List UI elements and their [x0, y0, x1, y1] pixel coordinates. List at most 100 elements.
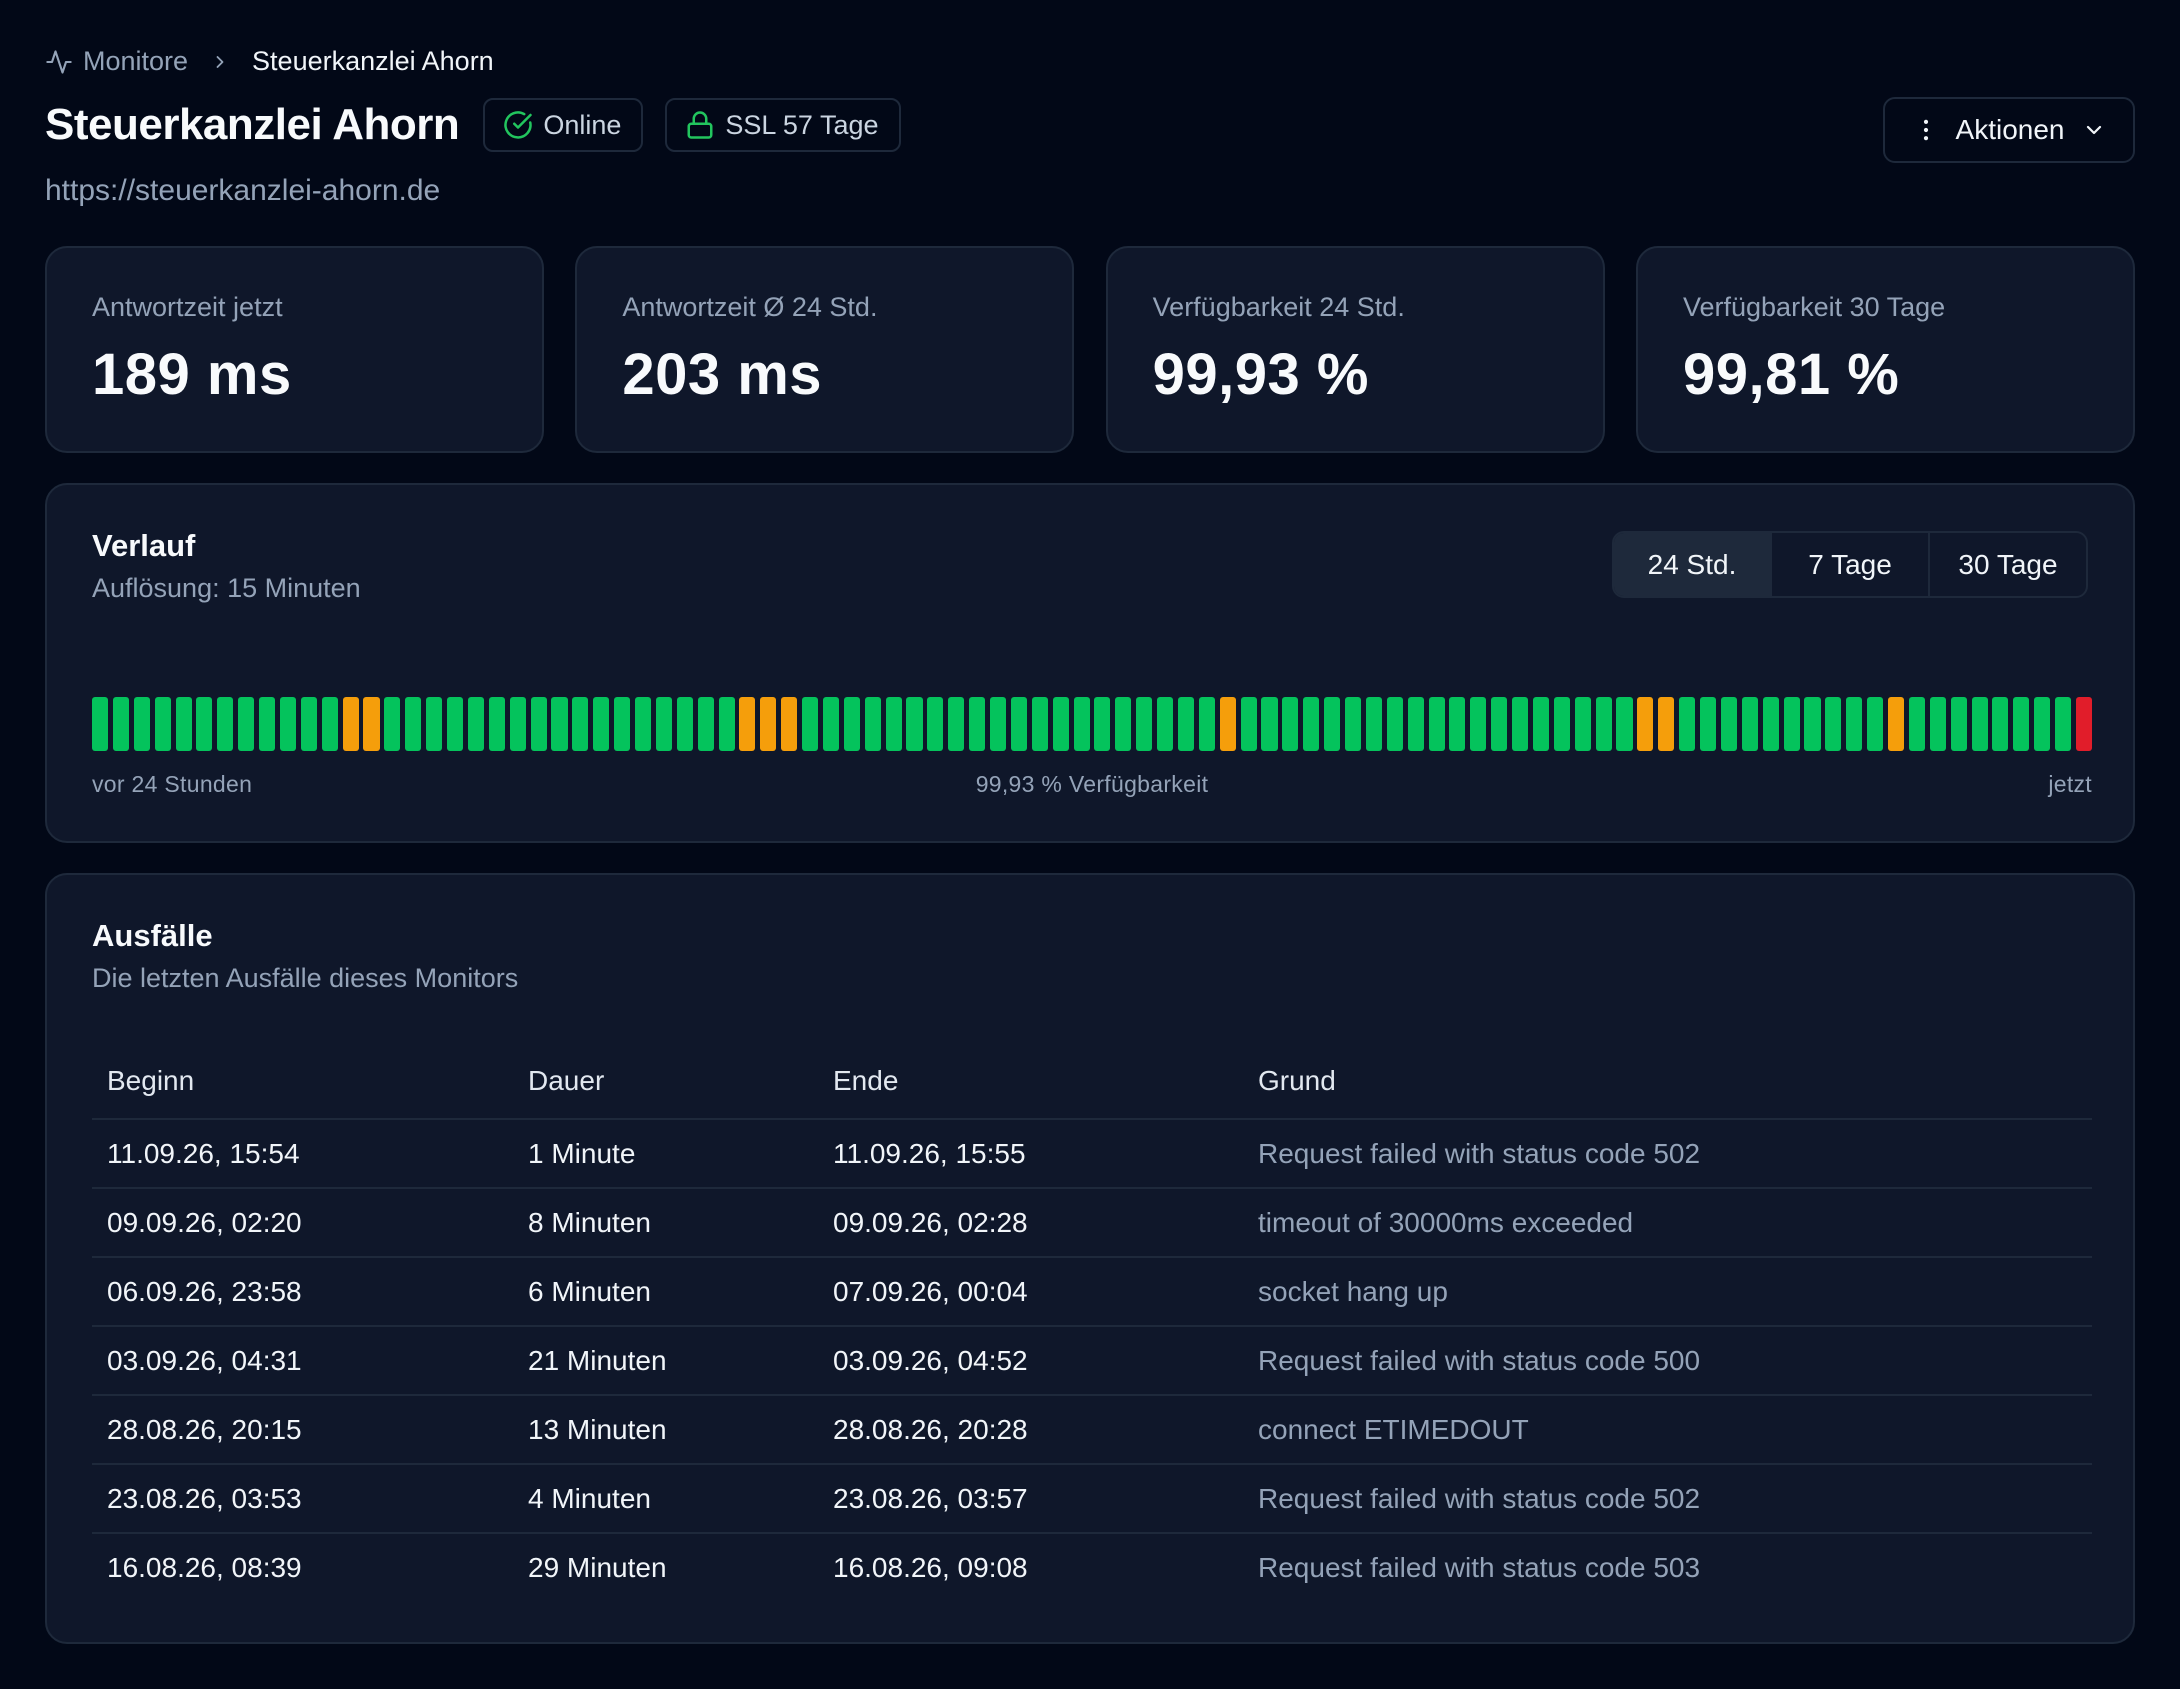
uptime-bar-up[interactable] [1073, 697, 1090, 751]
uptime-bar-degraded[interactable] [1219, 697, 1236, 751]
uptime-bar-degraded[interactable] [781, 697, 798, 751]
uptime-bar-degraded[interactable] [342, 697, 359, 751]
tab-30-tage[interactable]: 30 Tage [1928, 533, 2086, 596]
uptime-bar-up[interactable] [1971, 697, 1988, 751]
uptime-bar-up[interactable] [384, 697, 401, 751]
uptime-bar-up[interactable] [1345, 697, 1362, 751]
uptime-bar-degraded[interactable] [1658, 697, 1675, 751]
uptime-bar-up[interactable] [1449, 697, 1466, 751]
uptime-bar-up[interactable] [112, 697, 129, 751]
uptime-bar-up[interactable] [300, 697, 317, 751]
uptime-bar-up[interactable] [1532, 697, 1550, 751]
uptime-bar-up[interactable] [1240, 697, 1257, 751]
uptime-bar-up[interactable] [1804, 697, 1821, 751]
uptime-bar-up[interactable] [1198, 697, 1215, 751]
uptime-bar-degraded[interactable] [1637, 697, 1654, 751]
uptime-bar-up[interactable] [655, 697, 672, 751]
tab-7-tage[interactable]: 7 Tage [1770, 533, 1928, 596]
uptime-bar-up[interactable] [1553, 697, 1570, 751]
uptime-bar-degraded[interactable] [760, 697, 777, 751]
uptime-bar-up[interactable] [530, 697, 547, 751]
uptime-bar-up[interactable] [1574, 697, 1591, 751]
uptime-bar-down[interactable] [2075, 697, 2092, 751]
uptime-bar-up[interactable] [447, 697, 464, 751]
uptime-bar-up[interactable] [175, 697, 192, 751]
uptime-bar-up[interactable] [1992, 697, 2009, 751]
uptime-bar-degraded[interactable] [1887, 697, 1905, 751]
uptime-bar-up[interactable] [843, 697, 860, 751]
uptime-bar-up[interactable] [279, 697, 297, 751]
uptime-bar-up[interactable] [1052, 697, 1069, 751]
uptime-bar-degraded[interactable] [739, 697, 756, 751]
actions-dropdown-button[interactable]: Aktionen [1883, 97, 2135, 163]
uptime-bar-up[interactable] [1324, 697, 1341, 751]
uptime-bar-up[interactable] [1679, 697, 1696, 751]
uptime-bar-up[interactable] [133, 697, 150, 751]
uptime-bar-up[interactable] [634, 697, 652, 751]
uptime-bar-up[interactable] [1470, 697, 1487, 751]
uptime-bar-up[interactable] [572, 697, 589, 751]
uptime-bar-up[interactable] [676, 697, 693, 751]
uptime-bar-up[interactable] [1157, 697, 1174, 751]
uptime-bar-up[interactable] [405, 697, 422, 751]
uptime-bar-up[interactable] [551, 697, 568, 751]
uptime-bar-up[interactable] [1365, 697, 1382, 751]
uptime-bar-up[interactable] [217, 697, 234, 751]
uptime-bar-up[interactable] [238, 697, 255, 751]
uptime-bar-up[interactable] [509, 697, 526, 751]
uptime-bar-up[interactable] [1783, 697, 1800, 751]
uptime-bar-up[interactable] [1512, 697, 1529, 751]
uptime-bar-up[interactable] [1177, 697, 1194, 751]
uptime-bar-up[interactable] [154, 697, 171, 751]
uptime-bar-up[interactable] [2013, 697, 2030, 751]
uptime-bar-up[interactable] [1407, 697, 1424, 751]
uptime-bar-up[interactable] [697, 697, 714, 751]
uptime-bar-up[interactable] [802, 697, 819, 751]
uptime-bar-up[interactable] [989, 697, 1007, 751]
uptime-bar-up[interactable] [1929, 697, 1946, 751]
uptime-bar-up[interactable] [1616, 697, 1633, 751]
uptime-bar-up[interactable] [92, 697, 109, 751]
uptime-bar-up[interactable] [593, 697, 610, 751]
breadcrumb-monitore-link[interactable]: Monitore [83, 46, 189, 76]
tab-24-std[interactable]: 24 Std. [1614, 533, 1770, 596]
uptime-bar-up[interactable] [321, 697, 338, 751]
uptime-bar-up[interactable] [1825, 697, 1842, 751]
uptime-bar-up[interactable] [1950, 697, 1967, 751]
uptime-bar-up[interactable] [948, 697, 965, 751]
uptime-bar-up[interactable] [1846, 697, 1863, 751]
uptime-bar-up[interactable] [969, 697, 986, 751]
uptime-bar-up[interactable] [1700, 697, 1717, 751]
uptime-bar-degraded[interactable] [363, 697, 380, 751]
uptime-bar-up[interactable] [1491, 697, 1508, 751]
uptime-bar-up[interactable] [1908, 697, 1925, 751]
uptime-bar-up[interactable] [1867, 697, 1884, 751]
uptime-bar-up[interactable] [467, 697, 484, 751]
uptime-bar-up[interactable] [1595, 697, 1612, 751]
uptime-bar-up[interactable] [1720, 697, 1737, 751]
uptime-bar-up[interactable] [1741, 697, 1758, 751]
uptime-bar-up[interactable] [822, 697, 839, 751]
uptime-bar-up[interactable] [1010, 697, 1027, 751]
uptime-bar-up[interactable] [2055, 697, 2072, 751]
uptime-bar-up[interactable] [864, 697, 881, 751]
uptime-bar-up[interactable] [927, 697, 944, 751]
uptime-bar-up[interactable] [906, 697, 923, 751]
uptime-bar-up[interactable] [1386, 697, 1403, 751]
uptime-bar-up[interactable] [885, 697, 902, 751]
uptime-bar-up[interactable] [1115, 697, 1132, 751]
uptime-bar-up[interactable] [1094, 697, 1111, 751]
uptime-bar-up[interactable] [1136, 697, 1153, 751]
uptime-bar-up[interactable] [259, 697, 276, 751]
uptime-bar-up[interactable] [1762, 697, 1779, 751]
uptime-bar-up[interactable] [426, 697, 443, 751]
uptime-bar-up[interactable] [1428, 697, 1445, 751]
uptime-bar-up[interactable] [614, 697, 631, 751]
uptime-bar-up[interactable] [1031, 697, 1048, 751]
uptime-bar-up[interactable] [1282, 697, 1299, 751]
uptime-bar-up[interactable] [1303, 697, 1320, 751]
uptime-bar-up[interactable] [718, 697, 735, 751]
uptime-bar-up[interactable] [2034, 697, 2051, 751]
uptime-bar-up[interactable] [196, 697, 213, 751]
uptime-bar-up[interactable] [488, 697, 505, 751]
